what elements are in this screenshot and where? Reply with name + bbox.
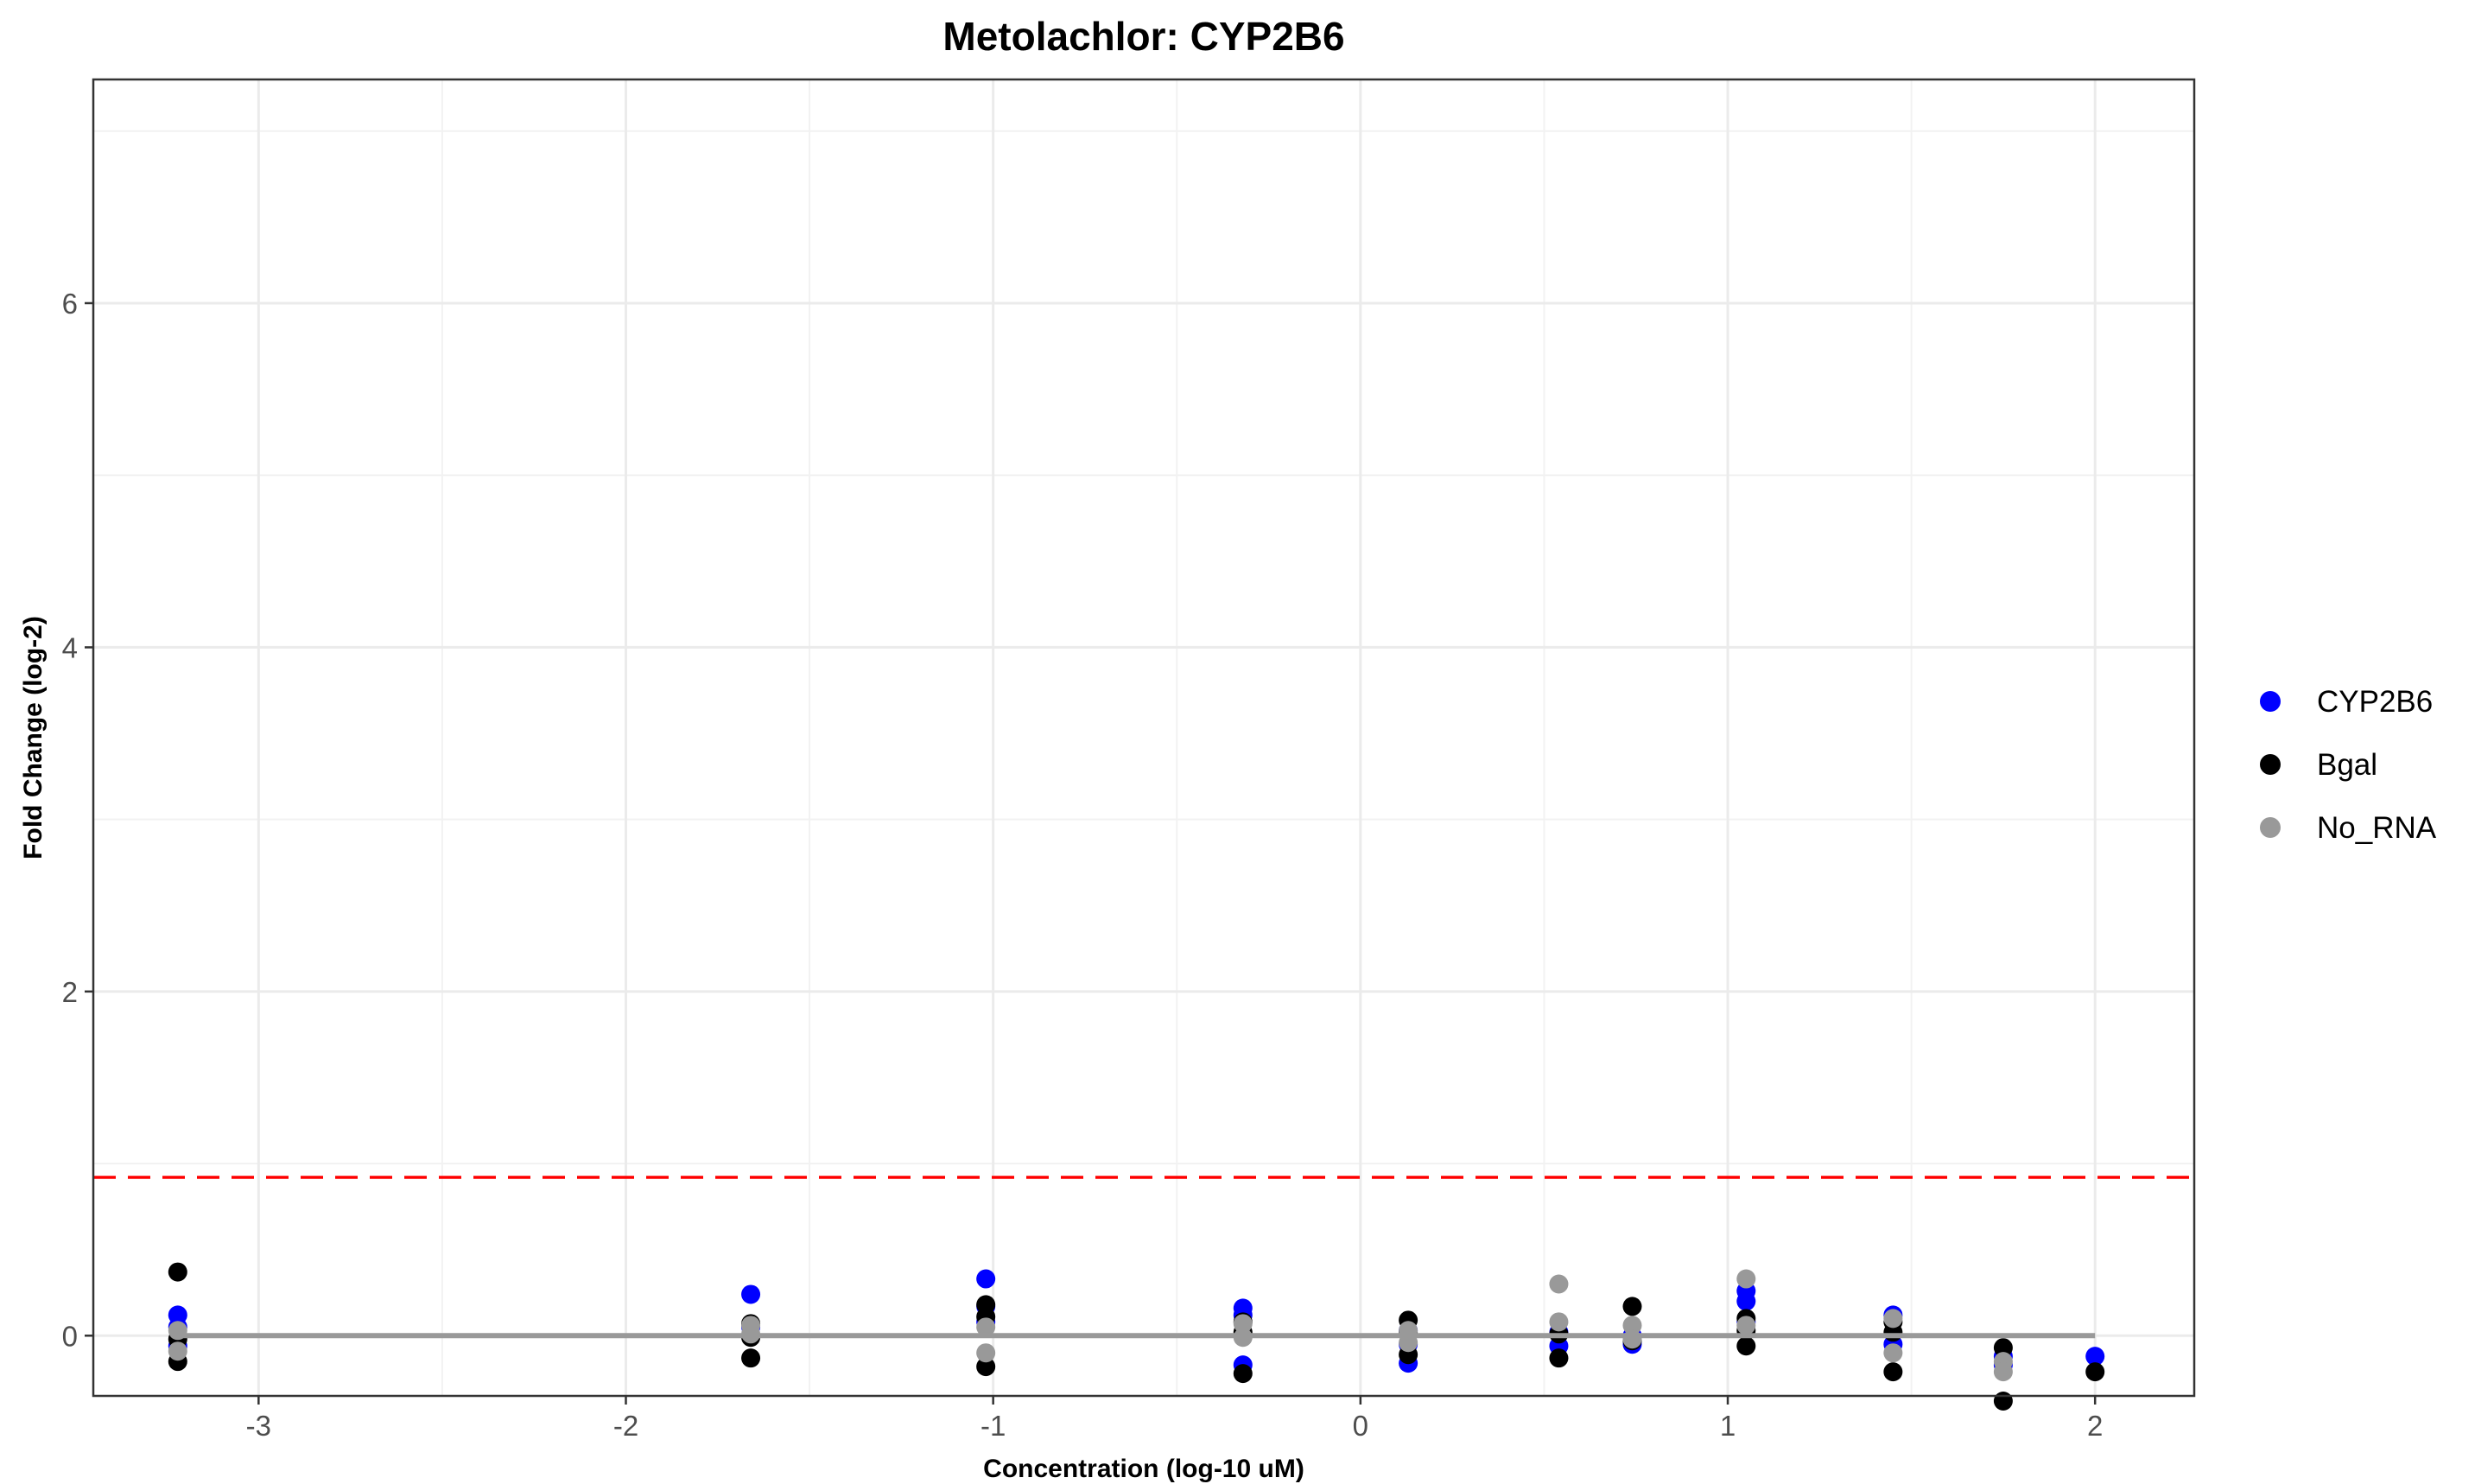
data-point	[1736, 1291, 1756, 1311]
chart-title: Metolachlor: CYP2B6	[942, 14, 1344, 59]
data-point	[1622, 1316, 1642, 1335]
data-point	[1233, 1364, 1253, 1384]
y-tick-label: 0	[62, 1320, 78, 1352]
data-point	[1736, 1316, 1756, 1335]
data-point	[1736, 1336, 1756, 1356]
data-point	[1993, 1338, 2013, 1358]
data-point	[1883, 1309, 1903, 1329]
data-point	[976, 1269, 996, 1289]
y-axis-ticks: 0 2 4 6	[62, 288, 93, 1352]
y-tick-label: 6	[62, 288, 78, 320]
data-point	[1622, 1297, 1642, 1316]
data-point	[741, 1316, 761, 1335]
x-axis-ticks: -3 -2 -1 0 1 2	[246, 1396, 2103, 1442]
x-tick-label: 0	[1353, 1410, 1368, 1442]
data-point	[976, 1357, 996, 1377]
x-tick-label: -1	[980, 1410, 1006, 1442]
legend-key	[2260, 817, 2281, 838]
legend: CYP2B6 Bgal No_RNA	[2260, 685, 2437, 845]
data-point	[976, 1343, 996, 1363]
legend-item: CYP2B6	[2260, 685, 2433, 719]
data-point	[741, 1284, 761, 1304]
x-tick-label: -2	[613, 1410, 638, 1442]
data-point	[1233, 1314, 1253, 1334]
legend-label: No_RNA	[2317, 811, 2437, 845]
data-point	[168, 1262, 187, 1282]
data-point	[1883, 1343, 1903, 1363]
legend-label: Bgal	[2317, 748, 2377, 782]
data-point	[1549, 1274, 1569, 1294]
data-point	[168, 1341, 187, 1361]
data-point	[1622, 1329, 1642, 1349]
plot-panel-border	[92, 78, 2196, 1398]
x-tick-label: -3	[246, 1410, 271, 1442]
data-points	[168, 1262, 2105, 1411]
legend-key	[2260, 691, 2281, 712]
data-point	[1736, 1269, 1756, 1289]
grid-layer	[93, 79, 2194, 1396]
data-point	[1993, 1391, 2013, 1411]
y-axis-title: Fold Change (log-2)	[19, 616, 48, 859]
x-axis-title: Concentration (log-10 uM)	[983, 1455, 1304, 1483]
data-point	[1549, 1312, 1569, 1332]
y-tick-label: 4	[62, 631, 78, 663]
data-point	[1549, 1348, 1569, 1368]
legend-item: Bgal	[2260, 748, 2377, 782]
data-point	[1883, 1362, 1903, 1382]
data-point	[2085, 1362, 2105, 1382]
legend-key	[2260, 754, 2281, 775]
legend-item: No_RNA	[2260, 811, 2437, 845]
x-tick-label: 1	[1720, 1410, 1736, 1442]
y-tick-label: 2	[62, 976, 78, 1008]
series-no-rna	[168, 1269, 2013, 1382]
legend-label: CYP2B6	[2317, 685, 2433, 719]
data-point	[976, 1317, 996, 1337]
data-point	[741, 1348, 761, 1368]
x-tick-label: 2	[2087, 1410, 2103, 1442]
plot-panel-background	[93, 79, 2194, 1396]
data-point	[2085, 1347, 2105, 1367]
data-point	[1993, 1362, 2013, 1382]
